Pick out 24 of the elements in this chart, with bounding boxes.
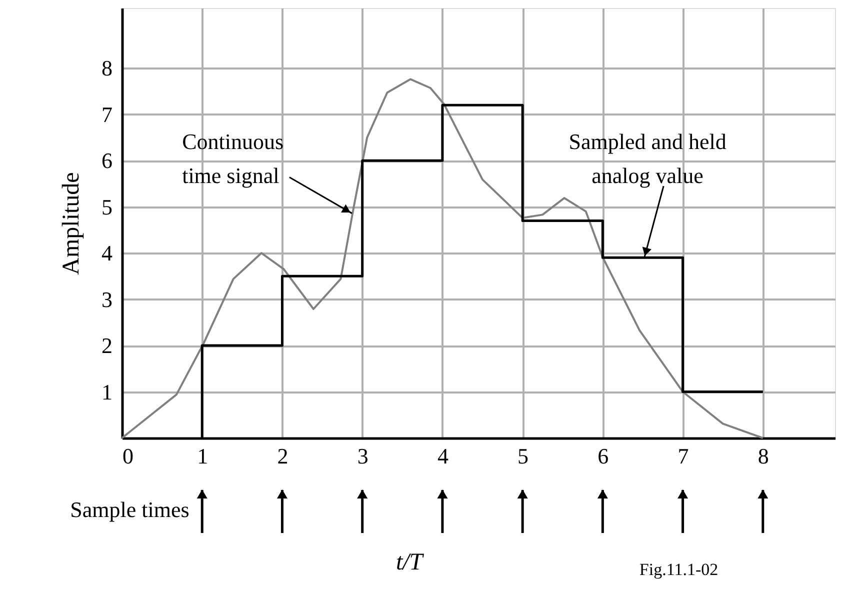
x-tick-label: 1 <box>197 444 208 468</box>
caption: Fig.11.1-02 <box>639 560 718 579</box>
x-tick-label: 0 <box>122 444 134 468</box>
x-axis-title: t/T <box>396 550 424 576</box>
y-tick-label: 5 <box>102 194 112 220</box>
y-tick-label: 7 <box>102 102 112 127</box>
y-axis-title: Amplitude <box>58 172 84 275</box>
x-tick-label: 3 <box>357 444 368 468</box>
annotation: Continuous time signal <box>182 129 284 188</box>
y-tick-label: 1 <box>102 379 112 404</box>
x-tick-label: 5 <box>518 444 529 468</box>
y-tick-label: 3 <box>102 286 112 312</box>
x-tick-label: 4 <box>437 444 448 468</box>
y-tick-label: 2 <box>102 333 112 358</box>
text: Sample times <box>70 497 190 522</box>
annotation: Sampled and held analog value <box>568 129 726 188</box>
y-tick-label: 8 <box>102 56 112 81</box>
x-tick-label: 7 <box>678 444 689 468</box>
x-tick-label: 8 <box>758 444 769 468</box>
line-series <box>121 78 764 439</box>
x-tick-label: 2 <box>277 444 288 468</box>
x-tick-label: 6 <box>598 444 609 468</box>
y-tick-label: 4 <box>102 240 112 266</box>
y-tick-label: 6 <box>102 148 112 174</box>
